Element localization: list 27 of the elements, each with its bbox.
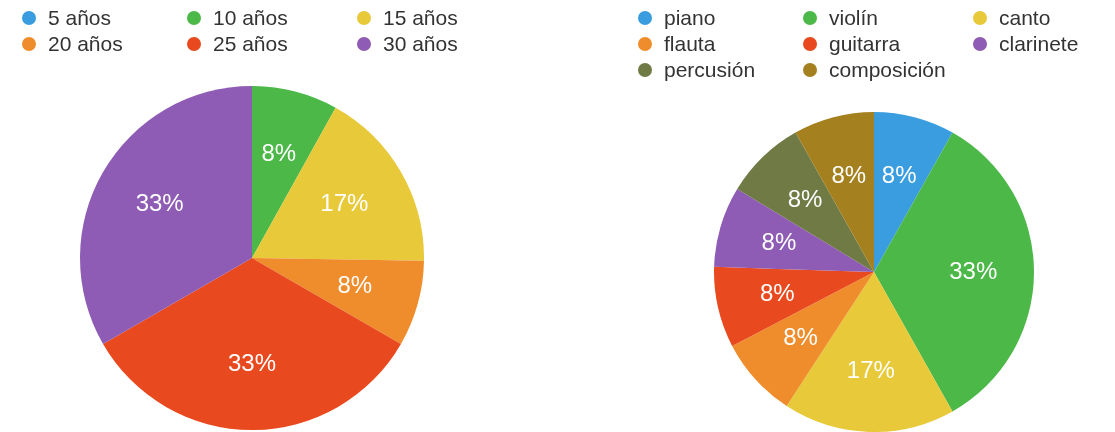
legend-label: canto: [998, 6, 1052, 30]
legend-label: flauta: [663, 32, 717, 56]
legend-label: clarinete: [998, 32, 1080, 56]
legend-label: 25 años: [212, 32, 289, 56]
legend-label: 5 años: [47, 6, 113, 30]
data-label: 33%: [227, 349, 277, 377]
data-label: 17%: [846, 355, 895, 383]
data-label: 33%: [135, 189, 184, 217]
legend-label: violín: [828, 6, 880, 30]
data-label: 8%: [783, 323, 818, 351]
data-label: 8%: [337, 271, 373, 299]
data-label: 33%: [949, 256, 998, 284]
legend-label: piano: [663, 6, 717, 30]
legend-label: composición: [828, 58, 947, 82]
data-label: 17%: [320, 189, 369, 217]
data-label: 8%: [831, 160, 867, 188]
legend-label: 15 años: [382, 6, 459, 30]
legend-label: 30 años: [382, 32, 459, 56]
legend-label: 20 años: [47, 32, 124, 56]
data-label: 8%: [261, 139, 297, 167]
data-label: 8%: [761, 228, 797, 256]
legend-label: guitarra: [828, 32, 902, 56]
data-label: 8%: [881, 160, 917, 188]
legend-label: percusión: [663, 58, 757, 82]
legend-label: 10 años: [212, 6, 289, 30]
data-label: 8%: [759, 278, 795, 306]
data-label: 8%: [787, 185, 823, 213]
